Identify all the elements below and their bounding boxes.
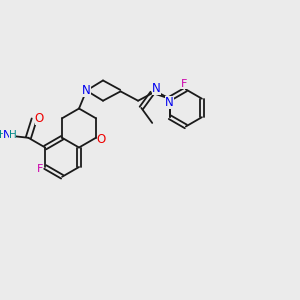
- Text: N: N: [152, 82, 161, 95]
- Text: F: F: [37, 164, 43, 174]
- Text: N: N: [82, 84, 91, 97]
- Text: F: F: [181, 79, 188, 89]
- Text: N: N: [3, 130, 12, 140]
- Text: O: O: [97, 133, 106, 146]
- Text: H: H: [0, 130, 7, 140]
- Text: H: H: [9, 130, 16, 140]
- Text: O: O: [35, 112, 44, 125]
- Text: N: N: [165, 96, 174, 109]
